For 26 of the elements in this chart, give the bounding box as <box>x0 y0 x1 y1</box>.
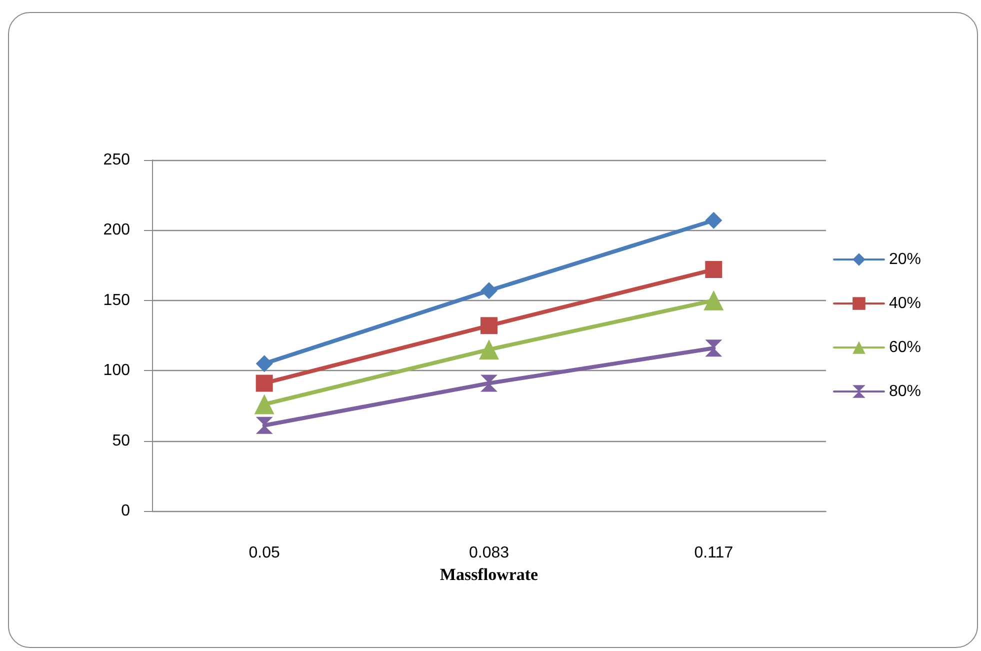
y-tick-label: 250 <box>103 152 130 168</box>
y-tick-label: 0 <box>121 502 130 520</box>
point <box>256 374 273 392</box>
legend-label: 60% <box>888 339 922 356</box>
point <box>704 290 724 310</box>
y-tick-label: 100 <box>103 362 130 380</box>
point <box>480 282 498 300</box>
point <box>480 374 498 392</box>
point <box>705 261 722 278</box>
x-tick-label: 0.117 <box>694 544 734 562</box>
point <box>256 355 273 372</box>
point <box>705 212 722 229</box>
x-tick-label: 0.083 <box>468 544 510 562</box>
point <box>254 394 274 414</box>
legend-label: 40% <box>888 295 922 312</box>
point <box>479 340 499 360</box>
legend-label: 20% <box>888 251 922 268</box>
x-tick-label: 0.05 <box>248 544 280 562</box>
y-tick-label: 50 <box>112 432 130 450</box>
y-tick-label: 200 <box>103 222 130 239</box>
y-tick-label: 150 <box>103 292 130 309</box>
x-axis-title: Massflowrate <box>440 564 539 584</box>
point <box>256 416 273 434</box>
point <box>705 340 722 357</box>
point <box>480 317 498 334</box>
legend-label: 80% <box>888 383 922 400</box>
